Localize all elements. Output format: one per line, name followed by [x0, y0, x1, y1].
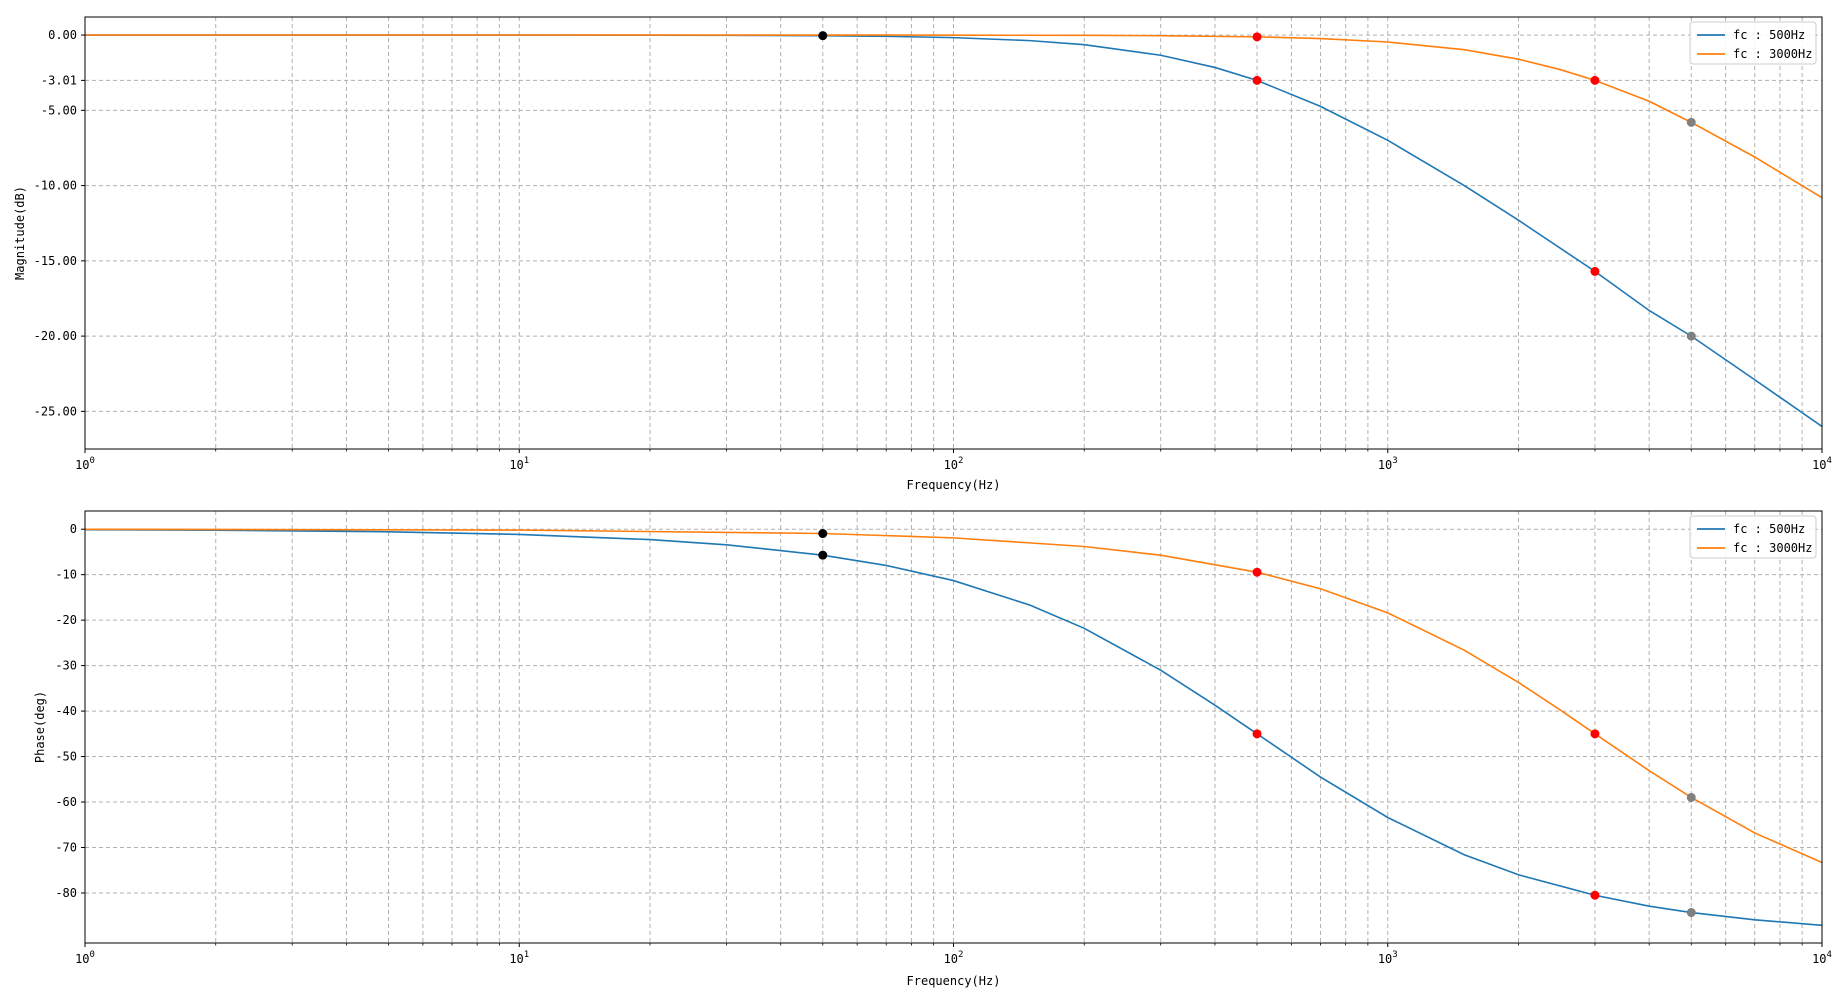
y-tick-label: -10.00	[34, 179, 77, 193]
data-point-marker	[818, 31, 828, 41]
y-tick-label: -50	[55, 750, 77, 764]
plot-panel-1: 100 101 102 103 104 0.00 -3.01 -5.00 -10.00 -15.0…	[13, 16, 1832, 492]
x-tick-label: 101	[509, 456, 529, 472]
data-point-marker	[1590, 890, 1600, 900]
legend: fc : 500Hz fc : 3000Hz	[1689, 21, 1817, 65]
x-tick-label: 100	[75, 456, 95, 472]
y-tick-label: -70	[55, 841, 77, 855]
x-axis-label: Frequency(Hz)	[907, 974, 1001, 988]
legend-entry-label: fc : 500Hz	[1733, 28, 1805, 42]
x-tick-label: 101	[509, 950, 529, 966]
data-layer	[85, 31, 1822, 428]
data-point-marker	[1252, 729, 1262, 739]
data-point-marker	[1686, 117, 1696, 127]
y-tick-label: -15.00	[34, 254, 77, 268]
plot-panel-2: 100 101 102 103 104 0 -10 -20 -30 -40 -50 -60 -70 -80…	[33, 510, 1832, 988]
data-point-marker	[1252, 32, 1262, 42]
y-tick-label: -5.00	[41, 103, 77, 117]
y-tick-label: -60	[55, 795, 77, 809]
series-line	[85, 528, 1822, 864]
y-tick-label: -30	[55, 659, 77, 673]
x-tick-label: 104	[1812, 950, 1832, 966]
data-point-marker	[1686, 331, 1696, 341]
grid-lines	[85, 511, 1822, 943]
y-tick-label: -20	[55, 613, 77, 627]
legend-entry-label: fc : 3000Hz	[1733, 47, 1812, 61]
y-tick-label: -10	[55, 568, 77, 582]
data-point-marker	[1252, 75, 1262, 85]
x-tick-label: 102	[944, 950, 964, 966]
y-tick-label: 0	[70, 522, 77, 536]
y-tick-label: -40	[55, 704, 77, 718]
y-axis: 0 -10 -20 -30 -40 -50 -60 -70 -80	[55, 522, 85, 900]
x-tick-label: 103	[1378, 456, 1398, 472]
series-line	[85, 528, 1822, 927]
data-point-marker	[1686, 908, 1696, 918]
data-layer	[85, 528, 1822, 927]
data-point-marker	[1590, 729, 1600, 739]
x-axis-label: Frequency(Hz)	[907, 478, 1001, 492]
x-axis: 100 101 102 103 104	[75, 943, 1832, 966]
x-tick-label: 103	[1378, 950, 1398, 966]
data-point-marker	[1590, 75, 1600, 85]
x-tick-label: 100	[75, 950, 95, 966]
data-point-marker	[1252, 567, 1262, 577]
y-tick-label: -3.01	[41, 73, 77, 87]
x-tick-label: 104	[1812, 456, 1832, 472]
legend: fc : 500Hz fc : 3000Hz	[1689, 515, 1817, 559]
data-point-marker	[818, 550, 828, 560]
legend-entry-label: fc : 3000Hz	[1733, 541, 1812, 555]
grid-lines	[85, 17, 1822, 449]
y-tick-label: -20.00	[34, 329, 77, 343]
legend-entry-label: fc : 500Hz	[1733, 522, 1805, 536]
x-tick-label: 102	[944, 456, 964, 472]
y-tick-label: 0.00	[48, 28, 77, 42]
y-tick-label: -80	[55, 886, 77, 900]
y-axis: 0.00 -3.01 -5.00 -10.00 -15.00 -20.00 -25.00	[34, 28, 85, 418]
y-axis-label: Magnitude(dB)	[13, 186, 27, 280]
y-axis-label: Phase(deg)	[33, 691, 47, 763]
data-point-marker	[1686, 792, 1696, 802]
data-point-marker	[818, 529, 828, 539]
y-tick-label: -25.00	[34, 404, 77, 418]
series-line	[85, 34, 1822, 199]
x-axis: 100 101 102 103 104	[75, 449, 1832, 472]
data-point-marker	[1590, 266, 1600, 276]
